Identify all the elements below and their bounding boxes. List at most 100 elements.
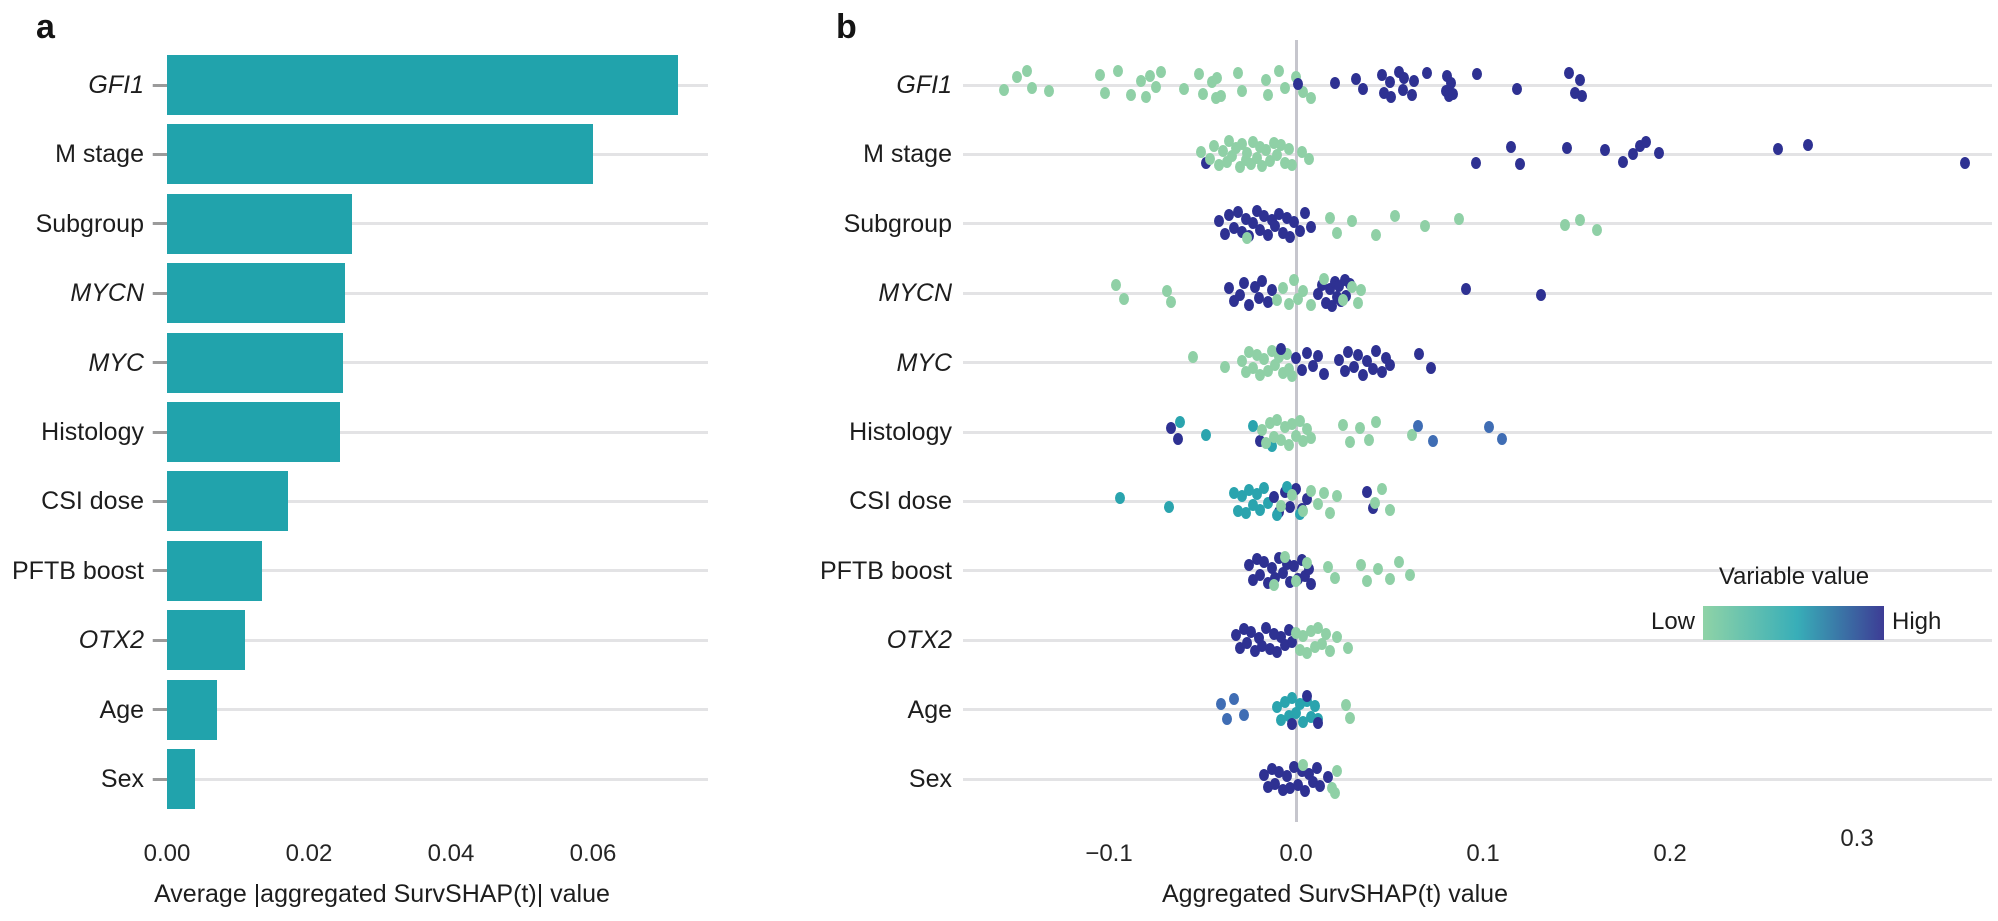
row-label-panel-b: PFTB boost <box>820 556 952 585</box>
data-point <box>1255 504 1266 517</box>
data-point <box>1264 643 1275 656</box>
data-point <box>1304 153 1315 166</box>
data-point <box>1390 209 1401 222</box>
data-point <box>1229 221 1240 234</box>
data-point <box>1332 631 1343 644</box>
data-point <box>1405 568 1416 581</box>
data-point <box>1292 78 1303 90</box>
row-label-panel-a: Age <box>99 695 144 724</box>
data-point <box>1249 645 1260 658</box>
x-tick-label-panel-b: 0.2 <box>1653 840 1687 867</box>
data-point <box>1234 642 1245 655</box>
data-point <box>1262 89 1273 101</box>
data-point <box>1270 358 1281 371</box>
data-point <box>1012 71 1023 83</box>
row-label-panel-a: M stage <box>55 140 144 169</box>
data-point <box>1283 362 1294 375</box>
data-point <box>1300 569 1311 582</box>
data-point <box>1247 361 1258 374</box>
y-tick-panel-a <box>153 638 167 642</box>
panel-b-x-axis-title: Aggregated SurvSHAP(t) value <box>1161 880 1508 908</box>
data-point <box>1292 293 1303 306</box>
data-point <box>1393 555 1404 568</box>
row-label-panel-a: MYCN <box>70 279 144 308</box>
data-point <box>1264 155 1275 168</box>
data-point <box>1305 710 1316 723</box>
data-point <box>1298 86 1309 98</box>
gridline-panel-b <box>963 777 1992 781</box>
gridline-panel-b <box>963 152 1992 156</box>
data-point <box>1276 713 1287 726</box>
data-point <box>1298 505 1309 518</box>
data-point <box>1345 711 1356 724</box>
data-point <box>1259 209 1270 222</box>
data-point <box>1347 214 1358 227</box>
data-point <box>1298 285 1309 298</box>
data-point <box>1369 497 1380 510</box>
data-point <box>1240 507 1251 520</box>
data-point <box>1470 157 1481 170</box>
data-point <box>1257 160 1268 173</box>
data-point <box>1322 560 1333 573</box>
data-point <box>1442 70 1453 82</box>
gridline-panel-b <box>963 499 1992 503</box>
data-point <box>1354 422 1365 434</box>
data-point <box>1247 216 1258 229</box>
data-point <box>1274 551 1285 564</box>
panel-a-letter: a <box>36 8 55 46</box>
data-point <box>1145 70 1156 82</box>
gridline-panel-a <box>152 638 708 642</box>
data-point <box>1291 71 1301 83</box>
data-point <box>1412 420 1423 432</box>
y-tick-panel-a <box>153 83 167 87</box>
data-point <box>1515 158 1526 171</box>
data-point <box>1274 350 1285 363</box>
data-point <box>1326 300 1337 313</box>
gridline-panel-b <box>963 361 1992 365</box>
data-point <box>1334 353 1344 366</box>
data-point <box>1332 226 1343 239</box>
data-point <box>1313 349 1324 362</box>
data-point <box>1302 423 1313 435</box>
data-point <box>1348 360 1359 373</box>
data-point <box>1324 645 1335 658</box>
data-point <box>1246 626 1257 639</box>
data-point <box>1276 139 1287 152</box>
data-point <box>1272 646 1283 659</box>
data-point <box>1214 214 1225 227</box>
data-point <box>1287 691 1298 704</box>
data-point <box>1044 85 1055 97</box>
data-point <box>1386 91 1397 103</box>
data-point <box>1238 623 1249 636</box>
data-point <box>1305 625 1316 638</box>
data-point <box>1377 69 1388 81</box>
data-point <box>1640 136 1651 149</box>
data-point <box>1281 481 1292 494</box>
data-point <box>1362 486 1373 499</box>
data-point <box>1285 501 1296 514</box>
data-point <box>1575 213 1586 226</box>
data-point <box>1298 630 1309 643</box>
data-point <box>1304 768 1315 780</box>
data-point <box>1262 497 1273 510</box>
data-point <box>1343 345 1354 358</box>
bar <box>167 124 593 185</box>
data-point <box>1317 638 1328 651</box>
data-point <box>1309 699 1320 712</box>
data-point <box>1094 69 1105 81</box>
data-point <box>1397 84 1408 96</box>
data-point <box>1223 282 1234 295</box>
data-point <box>1281 211 1292 224</box>
data-point <box>1261 437 1272 449</box>
data-point <box>1298 759 1309 771</box>
data-point <box>1618 156 1629 169</box>
data-point <box>1268 628 1279 641</box>
data-point <box>1283 298 1294 311</box>
data-point <box>1100 87 1111 99</box>
data-point <box>1294 415 1305 427</box>
data-point <box>1347 281 1358 294</box>
data-point <box>1352 297 1363 310</box>
x-tick-label-panel-a: 0.06 <box>569 840 617 867</box>
row-label-panel-a: GFI1 <box>88 71 144 99</box>
data-point <box>1291 430 1301 442</box>
